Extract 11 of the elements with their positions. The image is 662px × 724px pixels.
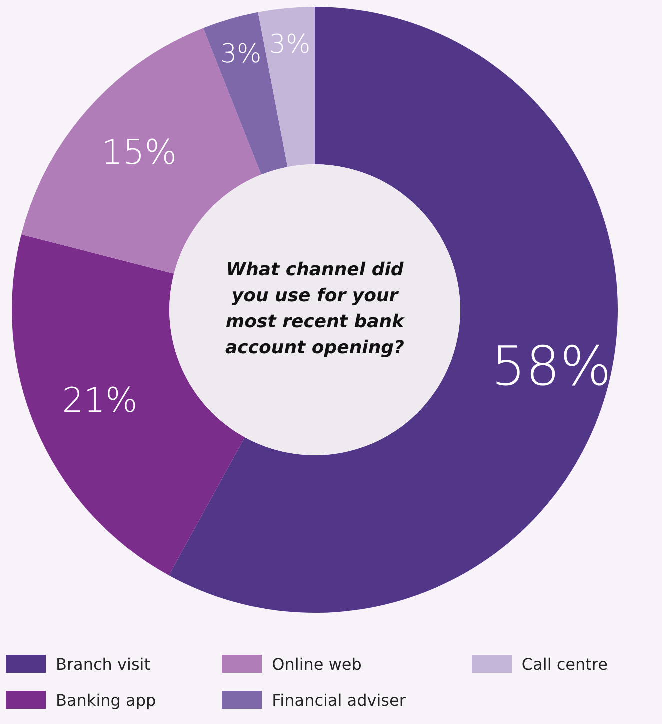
data-label: 21% xyxy=(62,380,138,421)
data-label: 3% xyxy=(220,39,262,70)
data-label: 15% xyxy=(102,132,178,173)
data-label: 3% xyxy=(269,30,311,60)
legend-label: Financial adviser xyxy=(272,690,406,710)
legend-label: Call centre xyxy=(522,654,608,674)
legend-label: Branch visit xyxy=(56,654,150,674)
data-label: 58% xyxy=(492,334,612,398)
text: What channel did you use for your most recent bank account opening? xyxy=(226,260,406,359)
legend-label: Online web xyxy=(272,654,362,674)
legend-label: Banking app xyxy=(56,690,156,710)
